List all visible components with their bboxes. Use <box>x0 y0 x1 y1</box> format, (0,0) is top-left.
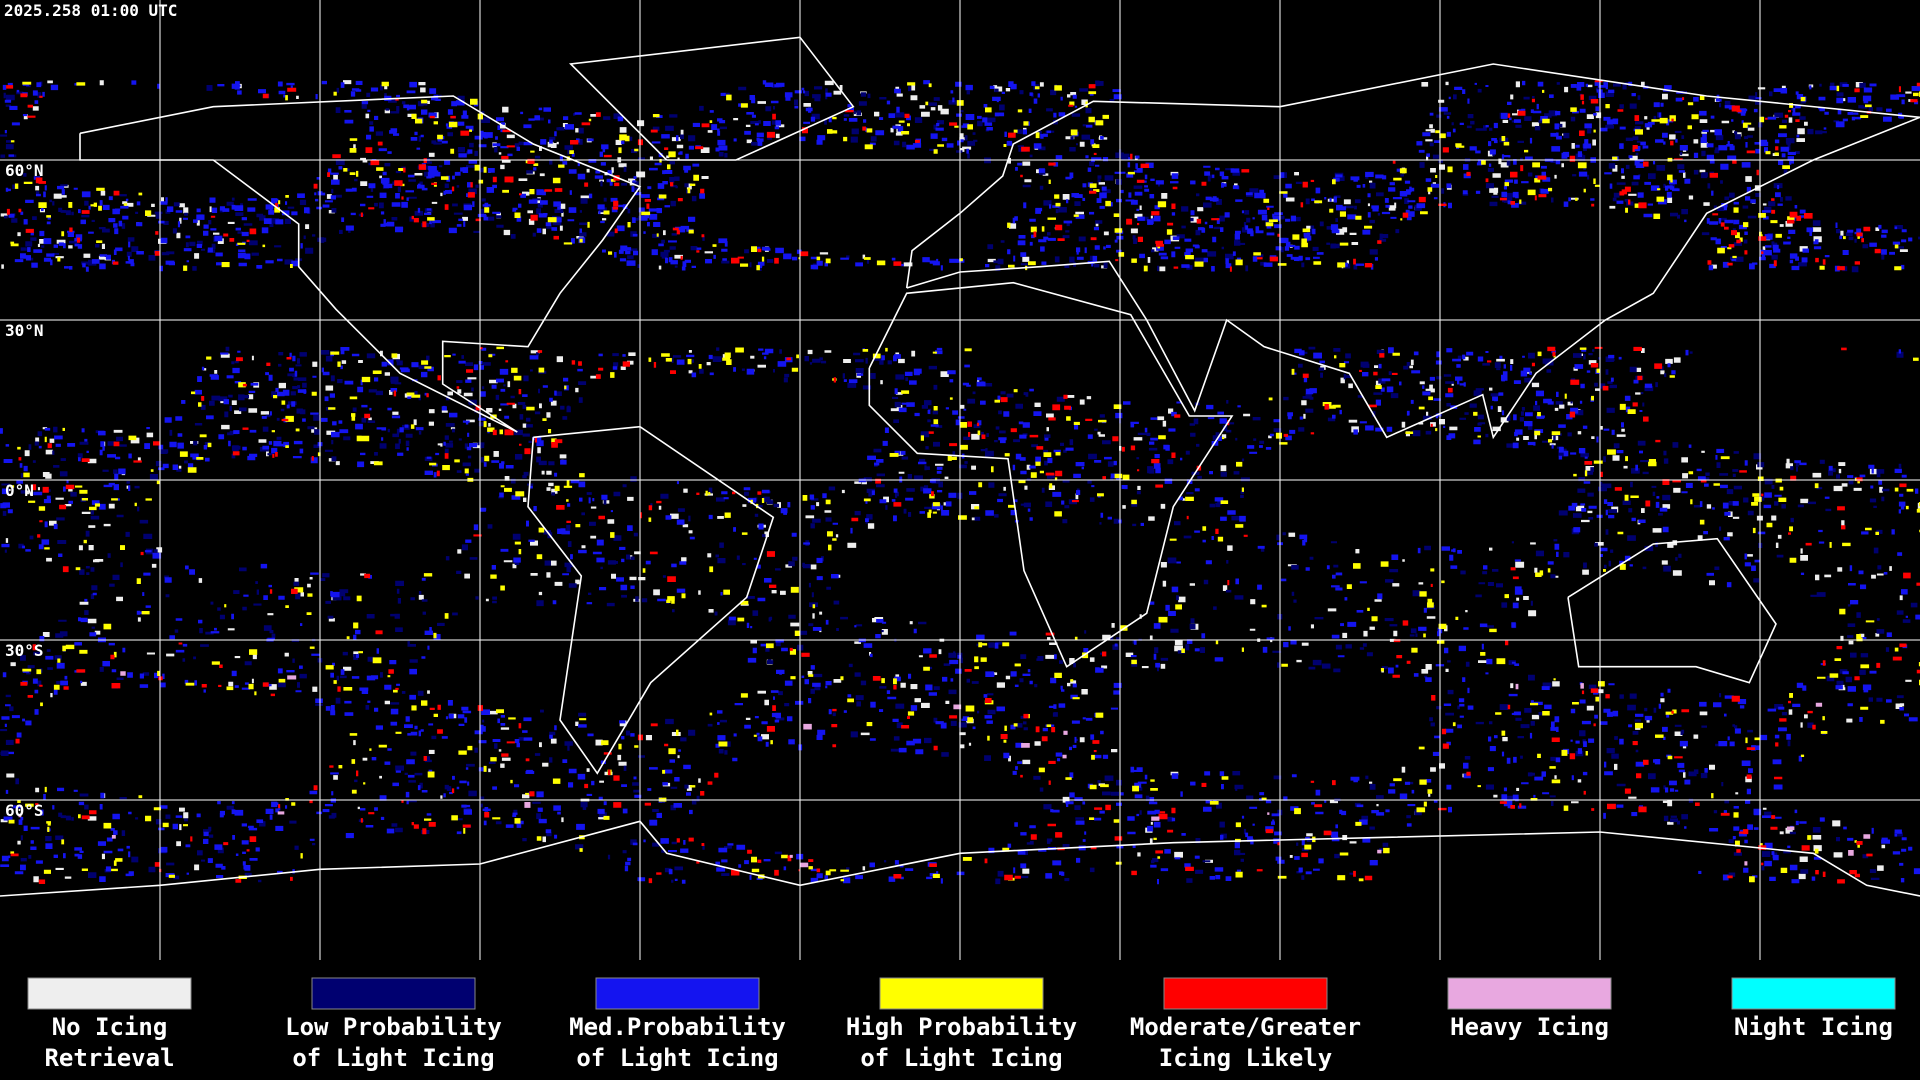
legend-swatch <box>1163 977 1328 1010</box>
legend-swatch <box>311 977 476 1010</box>
coastlines <box>0 36 1920 897</box>
lat-label: 0°N <box>5 481 34 500</box>
legend-label: High Probability <box>846 1013 1077 1041</box>
coastline <box>0 820 1920 897</box>
legend-label: of Light Icing <box>292 1044 494 1072</box>
legend: No Icing Retrieval Low Probability of Light… <box>27 977 1896 1072</box>
graticule <box>0 0 1920 960</box>
legend-label: No Icing <box>52 1013 168 1041</box>
coastline <box>79 95 642 433</box>
legend-label: of Light Icing <box>576 1044 778 1072</box>
legend-label: Icing Likely <box>1159 1044 1332 1072</box>
legend-label: Low Probability <box>285 1013 502 1041</box>
legend-swatch <box>1731 977 1896 1010</box>
lat-labels: 60°N 30°N 0°N 30°S 60°S <box>5 161 44 820</box>
lat-label: 60°S <box>5 801 44 820</box>
coastline <box>868 281 1234 668</box>
legend-label: Med.Probability <box>569 1013 786 1041</box>
legend-swatch <box>1447 977 1612 1010</box>
lat-label: 30°N <box>5 321 44 340</box>
lat-label: 30°S <box>5 641 44 660</box>
legend-swatch <box>595 977 760 1010</box>
coastline <box>527 425 775 775</box>
legend-label: Retrieval <box>44 1044 174 1072</box>
legend-label: of Light Icing <box>860 1044 1062 1072</box>
timestamp: 2025.258 01:00 UTC <box>4 1 177 20</box>
legend-label: Heavy Icing <box>1450 1013 1609 1041</box>
legend-label: Night Icing <box>1734 1013 1893 1041</box>
legend-swatch <box>879 977 1044 1010</box>
legend-label: Moderate/Greater <box>1130 1013 1361 1041</box>
legend-swatch <box>27 977 192 1010</box>
lat-label: 60°N <box>5 161 44 180</box>
coastline <box>1567 537 1777 684</box>
